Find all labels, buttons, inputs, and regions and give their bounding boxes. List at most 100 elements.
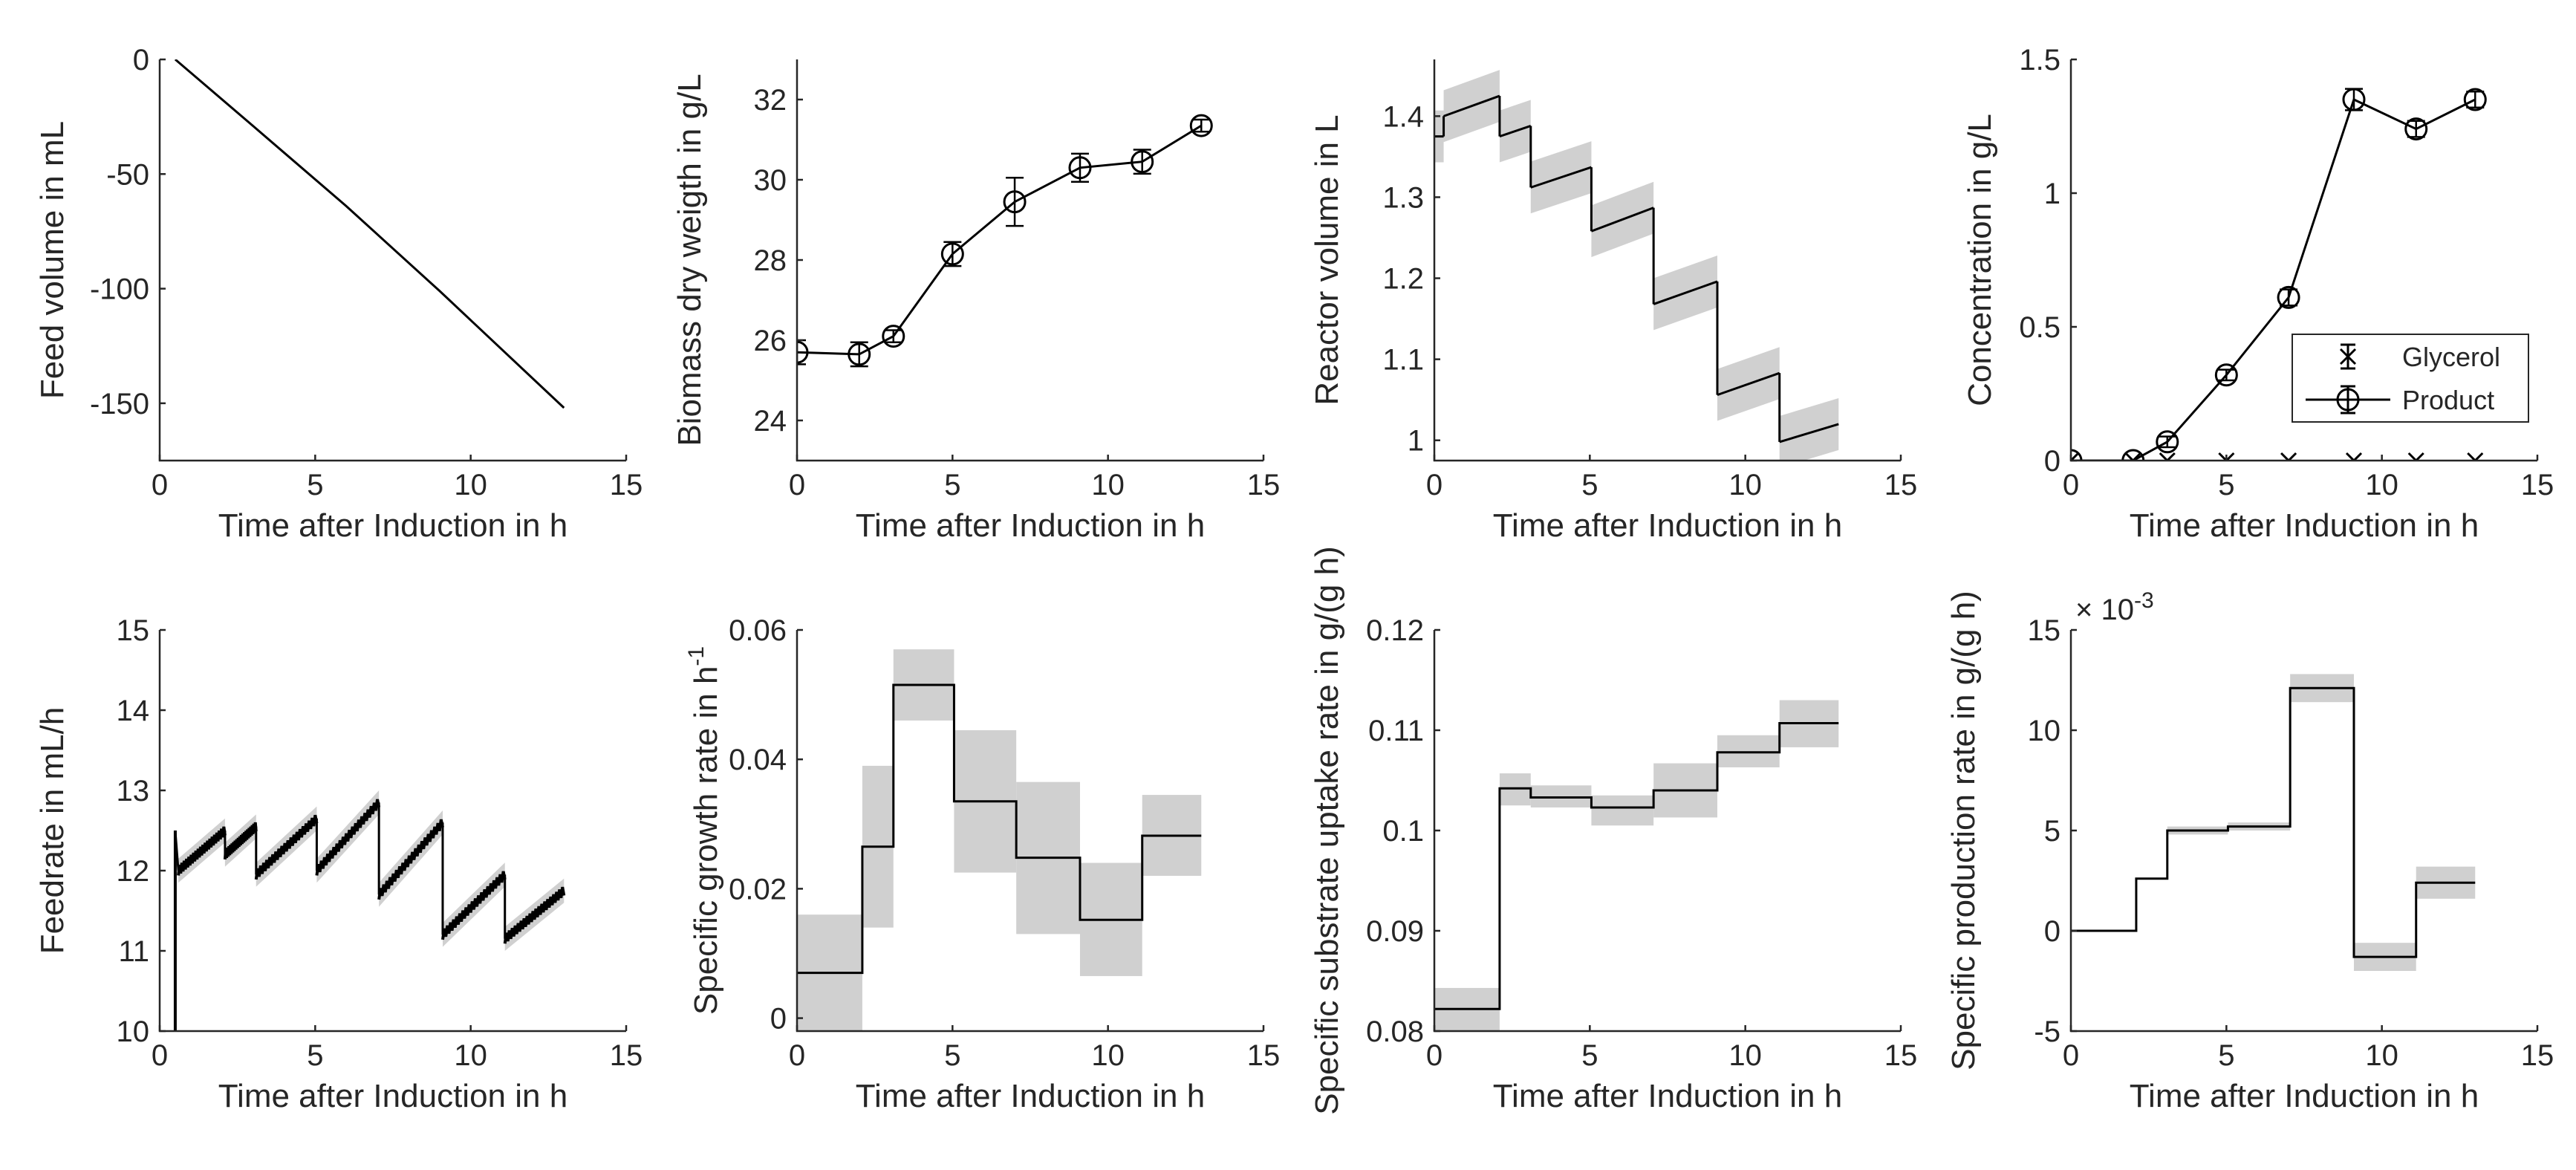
legend-label: Product bbox=[2402, 385, 2494, 415]
x-tick-label: 0 bbox=[152, 1039, 168, 1072]
x-axis-label: Time after Induction in h bbox=[856, 507, 1205, 544]
y-axis-label: Specific growth rate in h-1 bbox=[684, 646, 724, 1015]
x-tick-label: 15 bbox=[610, 1039, 643, 1072]
series-line bbox=[1779, 423, 1839, 443]
legend-label: Glycerol bbox=[2402, 342, 2500, 372]
x-tick-label: 15 bbox=[610, 469, 643, 501]
y-tick-label: 1.4 bbox=[1382, 100, 1424, 133]
error-bar bbox=[1133, 149, 1151, 175]
error-bar bbox=[1192, 118, 1211, 133]
x-tick-label: 15 bbox=[1884, 469, 1918, 501]
plot-area bbox=[797, 114, 1213, 368]
y-axis-label-text: Specific production rate in g/(g h) bbox=[1945, 591, 1982, 1070]
y-tick-label: -5 bbox=[2034, 1015, 2061, 1048]
y-tick-label: 24 bbox=[754, 405, 787, 438]
data-point bbox=[2280, 452, 2297, 461]
legend-marker-circle bbox=[2336, 388, 2360, 412]
y-axis-label-text: Feed volume in mL bbox=[34, 121, 71, 399]
x-tick-label: 5 bbox=[1581, 1039, 1598, 1072]
data-point bbox=[2277, 285, 2300, 309]
axis-exponent: × 10-3 bbox=[2075, 588, 2154, 626]
y-tick-label: 15 bbox=[117, 614, 150, 647]
series-line bbox=[503, 886, 566, 944]
y-tick-label: 1 bbox=[1408, 425, 1424, 458]
data-point bbox=[1189, 114, 1213, 137]
y-tick-label: 0.5 bbox=[2019, 311, 2061, 344]
chart-feed-volume: 0 5 10 15 0 -50 -100 -150 Time after Induction i… bbox=[34, 44, 643, 544]
series-line bbox=[441, 871, 507, 940]
series-line bbox=[315, 799, 381, 876]
x-tick-label: 0 bbox=[2063, 1039, 2079, 1072]
data-point bbox=[2467, 452, 2484, 461]
series-line bbox=[1530, 166, 1592, 189]
data-point bbox=[940, 242, 964, 266]
x-tick-label: 10 bbox=[1091, 469, 1125, 501]
x-axis-label: Time after Induction in h bbox=[2130, 1078, 2479, 1114]
x-tick-label: 10 bbox=[1091, 1039, 1125, 1072]
y-axis-label-superscript: -1 bbox=[684, 646, 709, 666]
y-tick-label: 15 bbox=[2028, 614, 2061, 647]
y-tick-label: 12 bbox=[117, 855, 150, 888]
data-point bbox=[2214, 363, 2238, 387]
y-axis-label-text: Feedrate in mL/h bbox=[34, 707, 71, 955]
chart-concentration: 0 5 10 15 0 0.5 1 1.5 Time after Induction in h C… bbox=[1962, 44, 2554, 544]
y-tick-label: 30 bbox=[754, 164, 787, 197]
series-line bbox=[223, 822, 258, 860]
data-point bbox=[2342, 88, 2366, 111]
axis-exponent-power: -3 bbox=[2134, 588, 2154, 613]
y-tick-label: 5 bbox=[2044, 815, 2061, 848]
x-axis-label: Time after Induction in h bbox=[1493, 1078, 1842, 1114]
y-tick-label: 0 bbox=[2044, 915, 2061, 948]
y-tick-label: 1.1 bbox=[1382, 344, 1424, 377]
uncertainty-band bbox=[1779, 398, 1839, 461]
x-tick-label: 5 bbox=[1581, 469, 1598, 501]
x-tick-label: 0 bbox=[789, 1039, 805, 1072]
y-axis-label: Specific substrate uptake rate in g/(g h… bbox=[1309, 546, 1345, 1115]
y-axis-label: Biomass dry weigth in g/L bbox=[671, 74, 708, 446]
y-tick-label: 1.2 bbox=[1382, 263, 1424, 296]
plot-area bbox=[174, 59, 565, 409]
series-feed-volume bbox=[174, 59, 565, 409]
x-tick-label: 10 bbox=[1728, 469, 1762, 501]
series-biomass bbox=[797, 114, 1213, 368]
x-tick-label: 15 bbox=[1247, 469, 1281, 501]
error-bar bbox=[2158, 435, 2176, 449]
y-tick-label: 14 bbox=[117, 695, 150, 727]
y-tick-label: 26 bbox=[754, 325, 787, 357]
y-tick-label: 0.04 bbox=[729, 744, 787, 776]
x-axis-label: Time after Induction in h bbox=[218, 507, 567, 544]
x-tick-label: 15 bbox=[1247, 1039, 1281, 1072]
axis-exponent-base: × 10 bbox=[2075, 594, 2134, 626]
confidence-band bbox=[1591, 795, 1654, 826]
y-tick-label: 13 bbox=[117, 775, 150, 807]
y-axis-label-text: Specific growth rate in h bbox=[688, 666, 724, 1015]
x-axis-label: Time after Induction in h bbox=[2130, 507, 2479, 544]
error-bar bbox=[2280, 288, 2298, 307]
x-tick-label: 5 bbox=[944, 1039, 960, 1072]
series-line bbox=[1590, 207, 1654, 233]
y-axis-label: Reactor volume in L bbox=[1309, 114, 1345, 405]
chart-substrate-uptake: 0 5 10 15 0.08 0.09 0.1 0.11 0.12 Time after Indu… bbox=[1309, 546, 1917, 1115]
y-tick-label: -50 bbox=[106, 158, 149, 191]
y-tick-label: 0.12 bbox=[1366, 614, 1424, 647]
x-tick-label: 5 bbox=[2218, 1039, 2234, 1072]
data-point bbox=[2121, 449, 2145, 461]
data-point bbox=[2218, 452, 2235, 461]
x-axis-label: Time after Induction in h bbox=[856, 1078, 1205, 1114]
data-point bbox=[2345, 452, 2363, 461]
x-tick-label: 15 bbox=[1884, 1039, 1918, 1072]
y-tick-label: 0.06 bbox=[729, 614, 787, 647]
plot-area bbox=[173, 790, 566, 1031]
series-line bbox=[177, 826, 227, 876]
y-tick-label: 1.3 bbox=[1382, 181, 1424, 214]
series-line bbox=[1653, 280, 1718, 305]
x-tick-label: 0 bbox=[789, 469, 805, 501]
chart-biomass: 0 5 10 15 24 26 28 30 32 Time after Induction in … bbox=[671, 59, 1280, 544]
series-jump bbox=[174, 830, 180, 871]
x-axis-label: Time after Induction in h bbox=[1493, 507, 1842, 544]
y-tick-label: 0.1 bbox=[1382, 815, 1424, 848]
y-tick-label: 0 bbox=[2044, 445, 2061, 478]
series-line bbox=[174, 59, 565, 409]
step-line bbox=[2071, 686, 2476, 958]
